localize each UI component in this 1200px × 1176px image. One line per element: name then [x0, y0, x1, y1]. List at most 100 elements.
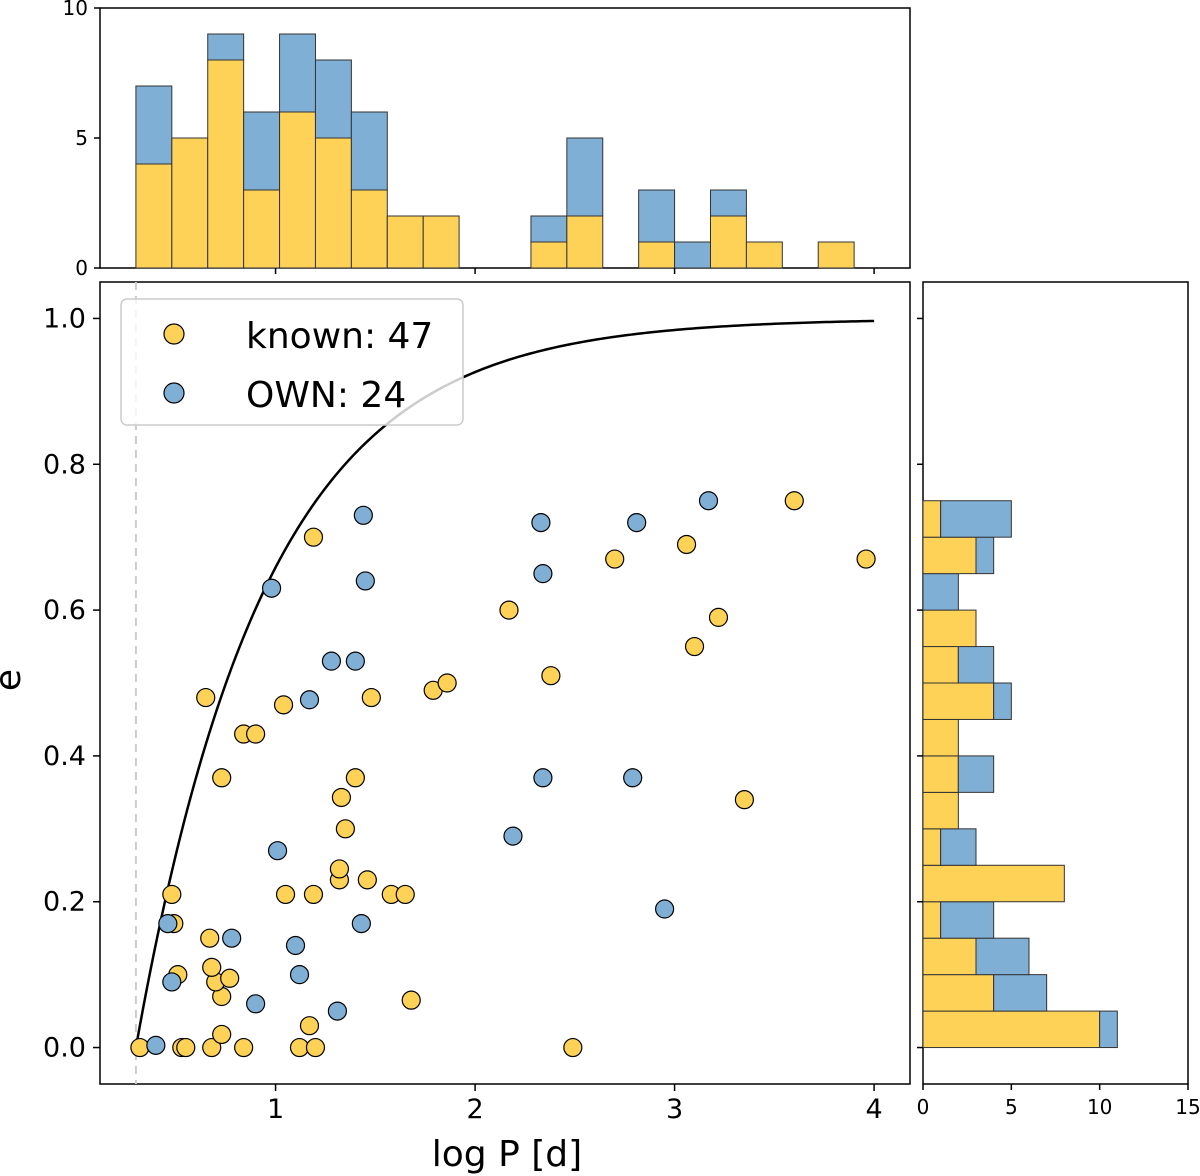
- scatter-point-known: [605, 549, 625, 569]
- scatter-point-known: [361, 687, 381, 708]
- scatter-point-own: [627, 512, 647, 533]
- right-hist-bar-known: [922, 937, 977, 976]
- top-hist-bar-own: [350, 111, 388, 191]
- top-hist-bar-known: [279, 111, 316, 269]
- scatter-point-known: [162, 884, 182, 905]
- y-tick-label: 0.0: [43, 1033, 86, 1064]
- scatter-point-known: [275, 884, 296, 905]
- scatter-point-known: [246, 724, 266, 744]
- legend-label: known: 47: [246, 316, 433, 357]
- right-hist-bar-own: [922, 573, 959, 611]
- legend-marker: [163, 323, 185, 345]
- scatter-point-known: [212, 768, 232, 788]
- right-hist-bar-known: [922, 646, 959, 684]
- right-hist-bar-known: [922, 682, 995, 720]
- scatter-point-own: [285, 935, 306, 956]
- right-hist-x-tick-label: 15: [1175, 1095, 1200, 1119]
- scatter-point-own: [146, 1035, 166, 1055]
- x-tick-label: 1: [267, 1094, 284, 1125]
- scatter-point-own: [351, 913, 371, 934]
- top-hist-bar-known: [314, 137, 352, 269]
- scatter-point-own: [158, 913, 178, 934]
- y-axis-title: e: [0, 669, 29, 691]
- legend-label: OWN: 24: [246, 375, 406, 416]
- top-hist-bar-known: [745, 241, 783, 269]
- scatter-point-known: [200, 928, 220, 948]
- top-hist-bar-known: [566, 215, 604, 269]
- scatter-panel: 1 2 3 4 0.0 0.2 0.4 0.6 0.8 1.0 known: 47 OWN: 24: [43, 281, 911, 1125]
- top-hist-bar-own: [314, 59, 352, 139]
- right-hist-x-tick-label: 10: [1087, 1095, 1112, 1119]
- legend-marker: [163, 382, 185, 404]
- scatter-point-known: [305, 1037, 326, 1058]
- scatter-point-own: [222, 928, 242, 948]
- scatter-point-known: [303, 527, 324, 547]
- scatter-point-own: [623, 768, 643, 788]
- scatter-point-known: [130, 1037, 150, 1058]
- top-hist-bar-own: [674, 241, 711, 269]
- x-axis-title: log P [d]: [432, 1134, 582, 1175]
- top-histogram: 0 5 10: [63, 0, 911, 280]
- right-hist-bar-own: [993, 974, 1048, 1012]
- top-hist-bar-own: [638, 189, 676, 243]
- scatter-point-own: [267, 841, 288, 861]
- right-hist-bar-own: [957, 646, 995, 684]
- right-hist-bar-known: [922, 791, 959, 830]
- top-hist-y-tick-label: 10: [63, 0, 88, 20]
- right-hist-x-tick-label: 0: [917, 1095, 930, 1119]
- scatter-point-own: [353, 505, 373, 525]
- right-hist-bar-own: [957, 755, 995, 793]
- scatter-point-known: [401, 990, 421, 1010]
- envelope-curve: [134, 319, 875, 1048]
- x-tick-label: 4: [865, 1094, 882, 1125]
- scatter-point-known: [856, 549, 876, 569]
- scatter-point-own: [531, 512, 551, 533]
- scatter-point-known: [676, 534, 697, 555]
- top-hist-y-tick-label: 0: [75, 256, 88, 280]
- scatter-point-known: [303, 884, 324, 905]
- right-hist-bar-known: [922, 974, 995, 1012]
- top-hist-bar-known: [171, 137, 209, 269]
- scatter-point-known: [220, 968, 240, 988]
- right-hist-bar-known: [922, 500, 942, 538]
- scatter-point-known: [289, 1037, 310, 1058]
- top-hist-bar-known: [817, 241, 855, 269]
- top-hist-bar-own: [207, 33, 245, 61]
- scatter-point-own: [345, 651, 365, 671]
- scatter-frame: [99, 281, 911, 1085]
- scatter-point-own: [162, 972, 182, 992]
- right-hist-bar-known: [922, 609, 977, 648]
- right-hist-x-tick-label: 5: [1005, 1095, 1018, 1119]
- scatter-point-known: [499, 600, 519, 620]
- right-hist-bar-own: [993, 682, 1012, 720]
- top-hist-bar-known: [422, 215, 460, 269]
- right-hist-bar-known: [922, 718, 959, 757]
- scatter-point-own: [503, 826, 523, 846]
- scatter-point-known: [541, 666, 561, 686]
- scatter-point-own: [355, 571, 375, 591]
- right-hist-bar-known: [922, 1010, 1101, 1049]
- top-hist-bar-known: [386, 215, 424, 269]
- right-hist-bar-own: [940, 500, 1012, 538]
- scatter-point-own: [289, 965, 310, 985]
- top-hist-bar-known: [207, 59, 245, 269]
- scatter-point-own: [533, 564, 553, 584]
- scatter-point-known: [212, 1024, 232, 1045]
- scatter-point-known: [563, 1037, 583, 1058]
- scatter-point-own: [698, 491, 719, 511]
- right-hist-bar-known: [922, 828, 942, 866]
- y-tick-label: 0.4: [43, 741, 86, 772]
- scatter-point-own: [321, 651, 342, 671]
- top-hist-bar-known: [350, 189, 388, 269]
- right-hist-bar-known: [922, 901, 942, 939]
- right-hist-bar-own: [975, 937, 1030, 976]
- right-hist-bar-own: [975, 536, 995, 575]
- scatter-point-known: [273, 695, 294, 715]
- scatter-point-known: [176, 1037, 196, 1058]
- scatter-point-known: [331, 787, 352, 808]
- top-hist-bar-known: [709, 215, 747, 269]
- scatter-point-own: [327, 1001, 348, 1021]
- legend-box: [120, 298, 464, 426]
- x-tick-label: 2: [466, 1094, 483, 1125]
- y-tick-label: 1.0: [43, 303, 86, 334]
